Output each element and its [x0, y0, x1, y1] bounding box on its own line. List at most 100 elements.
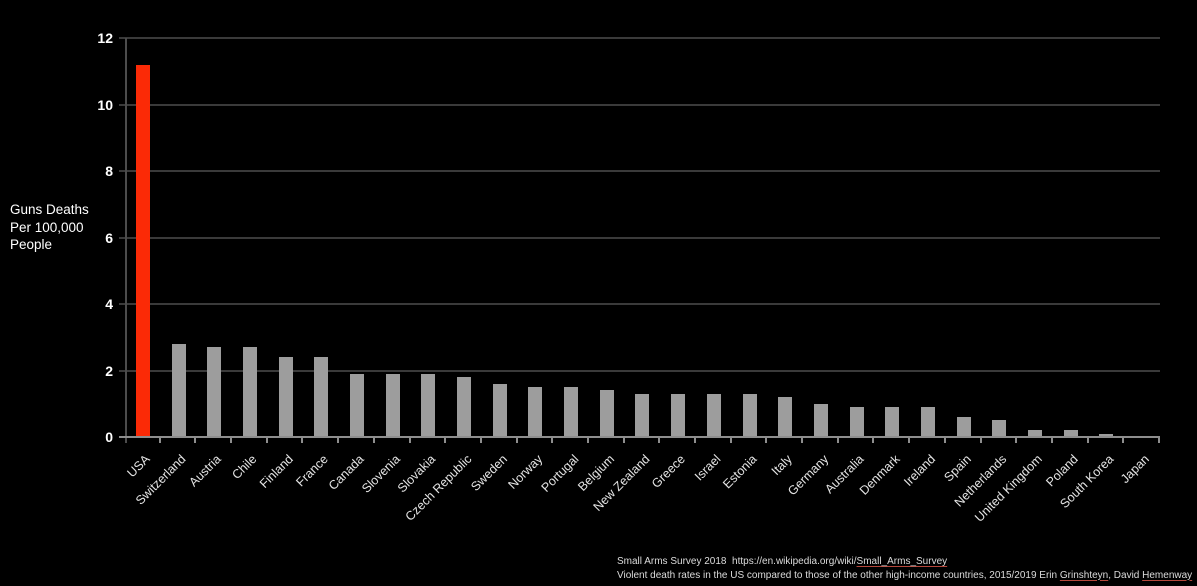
y-axis-title: Guns Deaths Per 100,000 People — [10, 201, 89, 254]
bar-greece — [671, 393, 686, 437]
bar-poland — [1063, 430, 1078, 437]
x-tick-3 — [230, 437, 233, 443]
bar-belgium — [599, 390, 614, 437]
y-axis-line — [125, 38, 127, 443]
x-axis-line — [119, 436, 1160, 438]
y-tick-label-12: 12 — [97, 30, 113, 46]
bar-slot-usa — [125, 38, 161, 437]
bar-slot-switzerland — [161, 38, 197, 437]
bar-ireland — [920, 407, 935, 437]
x-label-united-kingdom: United Kingdom — [972, 452, 1045, 525]
x-label-finland: Finland — [256, 452, 296, 491]
bar-slot-australia — [839, 38, 875, 437]
bar-netherlands — [992, 420, 1007, 437]
bar-estonia — [742, 393, 757, 437]
x-tick-10 — [479, 437, 482, 443]
caption-text: Violent death rates in the US compared t… — [617, 569, 1060, 581]
bar-united-kingdom — [1028, 430, 1043, 437]
x-tick-24 — [979, 437, 982, 443]
bar-slot-germany — [803, 38, 839, 437]
gridline-4 — [119, 303, 1160, 306]
bar-slot-poland — [1053, 38, 1089, 437]
x-label-usa: USA — [124, 452, 153, 481]
x-tick-14 — [622, 437, 625, 443]
bar-norway — [528, 387, 543, 437]
x-tick-28 — [1122, 437, 1125, 443]
plot-area: 0 2 4 6 8 10 12 USA Switzerland Austria Chile Finl… — [97, 31, 1160, 525]
bar-slot-norway — [518, 38, 554, 437]
x-tick-27 — [1086, 437, 1089, 443]
y-tick-label-8: 8 — [105, 163, 113, 180]
bar-canada — [349, 373, 364, 437]
source-wiki-link[interactable]: Small_Arms_Survey — [856, 556, 948, 567]
x-tick-20 — [836, 437, 839, 443]
bar-usa — [135, 64, 150, 437]
gridline-2 — [119, 369, 1160, 372]
x-tick-21 — [872, 437, 875, 443]
x-label-italy: Italy — [769, 452, 796, 479]
x-tick-29 — [1158, 437, 1160, 443]
x-label-czech-republic: Czech Republic — [402, 452, 474, 524]
y-axis-title-line-1: Guns Deaths — [10, 202, 89, 217]
x-label-ireland: Ireland — [900, 452, 938, 489]
x-tick-18 — [765, 437, 768, 443]
x-label-japan: Japan — [1118, 452, 1153, 486]
bar-slot-south-korea — [1089, 38, 1125, 437]
x-label-austria: Austria — [186, 452, 225, 490]
bar-slot-italy — [767, 38, 803, 437]
x-label-spain: Spain — [941, 452, 974, 485]
bar-slot-japan — [1124, 38, 1160, 437]
bar-series — [125, 38, 1160, 437]
bar-sweden — [492, 383, 507, 437]
x-tick-8 — [408, 437, 411, 443]
gridline-12 — [119, 37, 1160, 39]
source-line-1: Small Arms Survey 2018 https://en.wikipe… — [617, 555, 1192, 569]
gridline-10 — [119, 103, 1160, 106]
y-tick-label-2: 2 — [105, 362, 113, 379]
author-link-1[interactable]: Grinshteyn — [1059, 569, 1109, 581]
caption-text-mid: , David — [1108, 569, 1143, 581]
x-tick-5 — [301, 437, 304, 443]
author-link-2[interactable]: Hemenway — [1142, 569, 1193, 581]
bar-slot-austria — [196, 38, 232, 437]
bar-slot-slovakia — [411, 38, 447, 437]
bar-denmark — [885, 407, 900, 437]
bar-israel — [706, 393, 721, 437]
x-tick-22 — [908, 437, 911, 443]
x-tick-26 — [1050, 437, 1053, 443]
x-tick-19 — [801, 437, 804, 443]
x-tick-13 — [586, 437, 589, 443]
source-attribution: Small Arms Survey 2018 https://en.wikipe… — [617, 555, 1192, 582]
x-tick-1 — [158, 437, 161, 443]
x-axis-category-labels: USA Switzerland Austria Chile Finland France C… — [125, 437, 1160, 557]
x-label-slovenia: Slovenia — [358, 452, 403, 496]
x-tick-4 — [265, 437, 268, 443]
y-axis-title-line-3: People — [10, 237, 53, 252]
x-label-israel: Israel — [692, 452, 724, 484]
x-tick-17 — [729, 437, 732, 443]
bar-slot-new-zealand — [625, 38, 661, 437]
bar-spain — [956, 417, 971, 437]
bar-south-korea — [1099, 433, 1114, 437]
bar-slot-chile — [232, 38, 268, 437]
bar-chile — [242, 347, 257, 437]
x-label-sweden: Sweden — [467, 452, 510, 494]
bar-portugal — [564, 387, 579, 437]
bar-slot-ireland — [910, 38, 946, 437]
bar-slot-canada — [339, 38, 375, 437]
bar-slot-united-kingdom — [1017, 38, 1053, 437]
y-tick-label-4: 4 — [105, 296, 113, 313]
x-tick-16 — [694, 437, 697, 443]
bar-slot-sweden — [482, 38, 518, 437]
bar-slot-spain — [946, 38, 982, 437]
y-tick-label-0: 0 — [105, 429, 113, 445]
bar-slot-belgium — [589, 38, 625, 437]
gridline-8 — [119, 170, 1160, 173]
bar-czech-republic — [457, 377, 472, 437]
bar-slot-netherlands — [982, 38, 1018, 437]
x-label-estonia: Estonia — [720, 452, 760, 492]
bar-switzerland — [171, 343, 186, 437]
bar-austria — [207, 347, 222, 437]
bar-italy — [778, 397, 793, 437]
bar-finland — [278, 357, 293, 437]
